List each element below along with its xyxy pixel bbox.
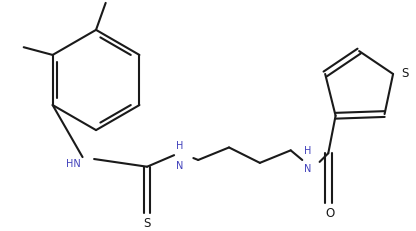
Text: O: O xyxy=(326,207,335,220)
Text: H: H xyxy=(304,146,312,156)
Text: S: S xyxy=(401,67,408,80)
Text: S: S xyxy=(144,217,151,230)
Text: H: H xyxy=(176,141,184,151)
Text: N: N xyxy=(176,161,184,171)
Text: N: N xyxy=(304,164,312,174)
Text: HN: HN xyxy=(66,159,81,169)
